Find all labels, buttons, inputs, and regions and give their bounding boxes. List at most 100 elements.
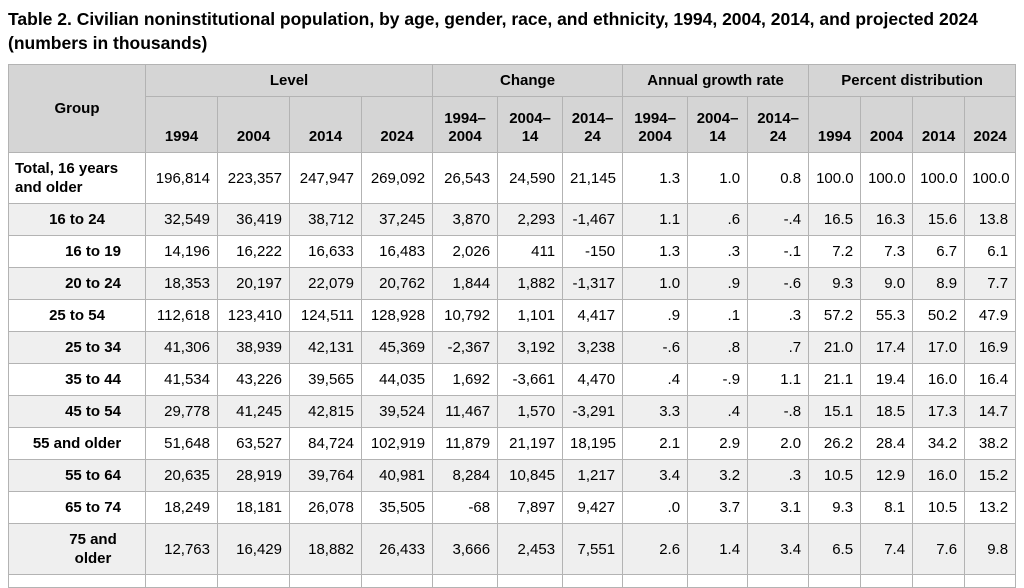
data-cell: 1,882	[497, 267, 564, 300]
data-cell: 32,549	[145, 203, 218, 236]
data-cell: -1,317	[562, 267, 624, 300]
data-cell: 1,692	[432, 363, 499, 396]
data-cell: 9.0	[860, 267, 914, 300]
data-cell: .0	[622, 491, 689, 524]
data-cell: 17.4	[860, 331, 914, 364]
data-cell: .3	[747, 299, 810, 332]
header-row-sections: Group Level Change Annual growth rate Percen…	[8, 64, 1017, 153]
column-header-level-2004: 2004	[217, 96, 290, 153]
data-cell: 196,814	[145, 152, 218, 204]
data-cell: 100.0	[808, 152, 862, 204]
data-cell: 12.9	[860, 459, 914, 492]
data-cell: 50.2	[912, 299, 966, 332]
table-row: Total, 16 years and older 196,814 223,357 2…	[8, 152, 1017, 204]
data-cell: 10,845	[497, 459, 564, 492]
data-cell: 28.4	[860, 427, 914, 460]
data-cell: -.6	[747, 267, 810, 300]
data-cell	[145, 574, 218, 588]
data-cell: 15.6	[912, 203, 966, 236]
data-cell: -3,291	[562, 395, 624, 428]
data-cell: 34.2	[912, 427, 966, 460]
data-cell	[562, 574, 624, 588]
data-cell: 42,131	[289, 331, 362, 364]
data-cell: 7.4	[860, 523, 914, 575]
data-cell: 3.3	[622, 395, 689, 428]
data-cell: 16.9	[964, 331, 1017, 364]
data-cell: 7.3	[860, 235, 914, 268]
table-row: 16 to 24 32,549 36,419 38,712 37,245 3,870 2,2…	[8, 203, 1017, 236]
section-header-level: Level	[144, 64, 434, 97]
data-cell: 36,419	[217, 203, 290, 236]
data-cell: 124,511	[289, 299, 362, 332]
data-cell: 9.3	[808, 267, 862, 300]
data-cell: 12,763	[145, 523, 218, 575]
row-label-text: 20 to 24	[65, 275, 121, 292]
data-cell: 17.3	[912, 395, 966, 428]
data-cell: 8,284	[432, 459, 499, 492]
data-cell: 3,192	[497, 331, 564, 364]
section-header-annual-growth-rate: Annual growth rate	[622, 64, 810, 97]
table-row: 25 to 34 41,306 38,939 42,131 45,369 -2,367 3,…	[8, 331, 1017, 364]
table-row: 75 and older 12,763 16,429 18,882 26,433 3,66…	[8, 523, 1017, 575]
data-cell: 9.8	[964, 523, 1017, 575]
data-cell: 8.9	[912, 267, 966, 300]
data-cell: 0.8	[747, 152, 810, 204]
data-cell: .6	[687, 203, 749, 236]
row-label: 16 to 19	[8, 235, 146, 268]
data-cell: 42,815	[289, 395, 362, 428]
data-cell: .9	[687, 267, 749, 300]
data-cell: 16,633	[289, 235, 362, 268]
data-cell: 18.5	[860, 395, 914, 428]
row-label-text: 16 to 19	[65, 243, 121, 260]
data-cell: 21,145	[562, 152, 624, 204]
data-cell: .3	[747, 459, 810, 492]
data-cell: 1.0	[622, 267, 689, 300]
data-cell: 112,618	[145, 299, 218, 332]
header-row-years: 1994 2004 2014 2024 1994– 2004 2004– 14 2014– …	[9, 96, 1017, 153]
data-cell: 44,035	[360, 363, 434, 396]
column-header-percent-distribution-2004: 2004	[860, 96, 914, 153]
data-cell: 7.7	[964, 267, 1017, 300]
data-cell: 43,226	[217, 363, 290, 396]
data-cell: 3.1	[747, 491, 810, 524]
data-cell: 102,919	[360, 427, 434, 460]
data-cell: 100.0	[860, 152, 914, 204]
data-cell: 6.5	[808, 523, 862, 575]
data-cell: 18,882	[289, 523, 362, 575]
data-cell	[912, 574, 966, 588]
data-cell: 26,078	[289, 491, 362, 524]
data-cell: 20,197	[217, 267, 290, 300]
table-row: 45 to 54 29,778 41,245 42,815 39,524 11,467 1,…	[8, 395, 1017, 428]
data-cell: 7.6	[912, 523, 966, 575]
data-cell: 1.4	[687, 523, 749, 575]
column-header-level-1994: 1994	[145, 96, 218, 153]
section-header-percent-distribution: Percent distribution	[808, 64, 1017, 97]
row-label-text: 35 to 44	[65, 371, 121, 388]
partial-row	[8, 574, 1017, 588]
data-cell: -.9	[687, 363, 749, 396]
data-cell: 41,245	[217, 395, 290, 428]
data-cell: 2.9	[687, 427, 749, 460]
row-label: 65 to 74	[8, 491, 146, 524]
data-cell: 123,410	[217, 299, 290, 332]
data-cell: 14,196	[145, 235, 218, 268]
row-label-text: 75 and older	[69, 531, 117, 567]
population-table: Group Level Change Annual growth rate Percen…	[8, 64, 1017, 588]
data-cell: 13.2	[964, 491, 1017, 524]
data-cell: 223,357	[217, 152, 290, 204]
data-cell: 16,222	[217, 235, 290, 268]
data-cell: 16.3	[860, 203, 914, 236]
data-cell: 16.0	[912, 363, 966, 396]
data-cell: 41,534	[145, 363, 218, 396]
row-label: 25 to 54	[8, 299, 146, 332]
data-cell: 55.3	[860, 299, 914, 332]
data-cell: .9	[622, 299, 689, 332]
data-cell: .7	[747, 331, 810, 364]
data-cell: 1,101	[497, 299, 564, 332]
section-header-change: Change	[432, 64, 624, 97]
data-cell: 21.0	[808, 331, 862, 364]
data-cell: 22,079	[289, 267, 362, 300]
data-cell: -.6	[622, 331, 689, 364]
column-header-percent-distribution-1994: 1994	[808, 96, 862, 153]
data-cell: 38,939	[217, 331, 290, 364]
